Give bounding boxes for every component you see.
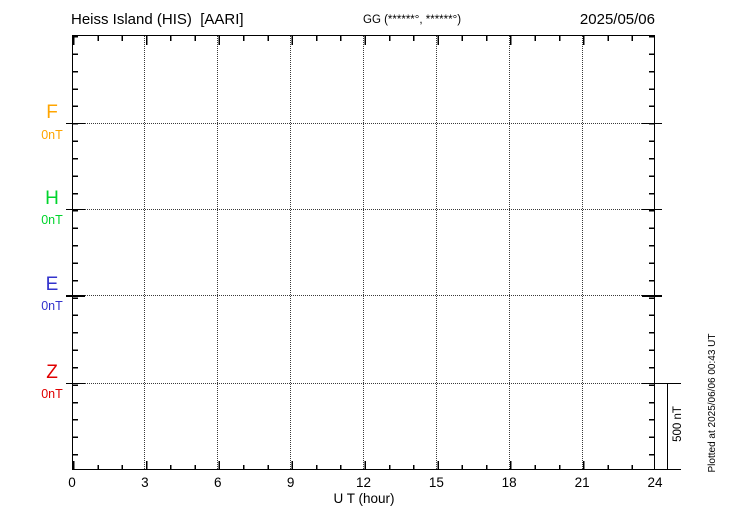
gridline-hour-6 bbox=[217, 36, 219, 469]
plot-area bbox=[72, 35, 655, 470]
channel-label-z: Z 0nT bbox=[34, 363, 70, 401]
baseline-z bbox=[73, 382, 654, 384]
baseline-outer-tick-z-left bbox=[66, 382, 73, 384]
x-tick-9: 9 bbox=[286, 475, 295, 490]
baseline-inner-tick-f-left bbox=[73, 122, 85, 124]
baseline-f bbox=[73, 122, 654, 124]
baseline-inner-tick-h-right bbox=[642, 208, 654, 210]
scale-bar-line bbox=[666, 383, 668, 470]
x-tick-24: 24 bbox=[647, 475, 663, 490]
channel-label-e: E 0nT bbox=[34, 275, 70, 313]
baseline-e bbox=[73, 295, 654, 296]
baseline-h bbox=[73, 208, 654, 210]
channel-baseline-f: 0nT bbox=[41, 128, 63, 142]
channel-label-f: F 0nT bbox=[34, 103, 70, 142]
station-title: Heiss Island (HIS) [AARI] bbox=[71, 11, 244, 28]
left-axis-ticks bbox=[73, 36, 78, 469]
channel-baseline-z: 0nT bbox=[41, 387, 63, 401]
baseline-outer-tick-e-right bbox=[655, 295, 662, 297]
channel-letter-h: H bbox=[45, 188, 59, 209]
x-tick-18: 18 bbox=[501, 475, 517, 490]
channel-letter-f: F bbox=[46, 102, 58, 123]
channel-baseline-e: 0nT bbox=[41, 299, 63, 313]
gridline-hour-21 bbox=[581, 36, 583, 469]
baseline-inner-tick-z-right bbox=[642, 382, 654, 384]
scale-bar-label: 500 nT bbox=[672, 406, 684, 442]
channel-baseline-h: 0nT bbox=[41, 213, 63, 227]
gridline-hour-18 bbox=[508, 36, 510, 469]
x-axis-label: U T (hour) bbox=[333, 491, 395, 506]
baseline-inner-tick-f-right bbox=[642, 122, 654, 124]
right-axis-ticks bbox=[649, 36, 654, 469]
scale-bar-bottom-cap bbox=[655, 468, 681, 470]
x-tick-0: 0 bbox=[68, 475, 76, 490]
gridline-hour-12 bbox=[363, 36, 364, 469]
x-tick-6: 6 bbox=[214, 475, 222, 490]
baseline-inner-tick-e-left bbox=[73, 295, 85, 297]
plotted-at-note: Plotted at 2025/06/06 00:43 UT bbox=[707, 333, 718, 473]
x-tick-3: 3 bbox=[141, 475, 149, 490]
channel-letter-e: E bbox=[45, 274, 59, 295]
baseline-outer-tick-f-right bbox=[655, 122, 662, 124]
channel-letter-z: Z bbox=[46, 362, 58, 383]
baseline-inner-tick-h-left bbox=[73, 208, 85, 210]
channel-label-h: H 0nT bbox=[34, 189, 70, 227]
gridline-hour-15 bbox=[435, 36, 437, 469]
x-tick-15: 15 bbox=[428, 475, 444, 490]
plot-date: 2025/05/06 bbox=[579, 11, 655, 28]
baseline-inner-tick-z-left bbox=[73, 382, 85, 384]
gridline-hour-9 bbox=[290, 36, 292, 469]
x-tick-12: 12 bbox=[355, 475, 372, 490]
x-tick-21: 21 bbox=[574, 475, 590, 490]
gridline-hour-3 bbox=[144, 36, 146, 469]
baseline-inner-tick-e-right bbox=[642, 295, 654, 297]
baseline-outer-tick-e-left bbox=[66, 295, 73, 297]
geographic-coordinates: GG (******°, ******°) bbox=[363, 14, 462, 26]
baseline-outer-tick-h-right bbox=[655, 208, 662, 210]
baseline-outer-tick-h-left bbox=[66, 208, 73, 210]
baseline-outer-tick-f-left bbox=[66, 122, 73, 124]
